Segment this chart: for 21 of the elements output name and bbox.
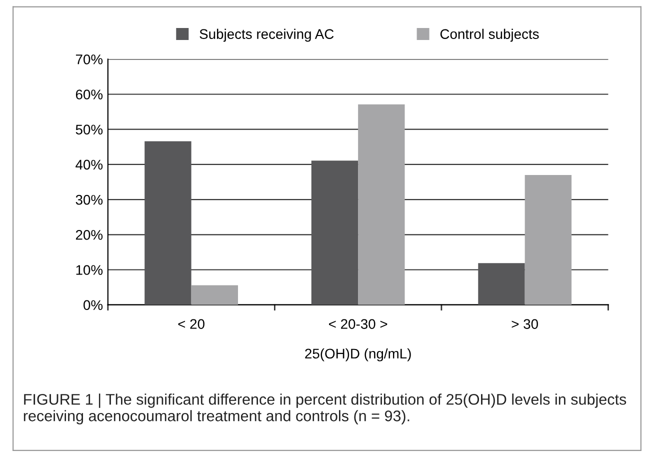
bar [144,141,192,305]
bar [191,285,238,305]
x-tick-label: > 30 [512,319,538,329]
bar [358,104,405,305]
y-tick-label: 10% [76,265,103,275]
caption: FIGURE 1 | The significant difference in percent distribution of 25(OH)D levels in subjects receiving acenocoumarol treatment and controls (n = 93). [24,394,626,424]
bar [311,160,358,305]
x-tick-label: < 20-30 > [329,319,388,329]
y-tick-label: 40% [76,160,103,170]
y-tick-label: 0% [84,300,103,310]
y-tick-label: 70% [76,54,103,64]
y-tick-label: 30% [76,194,103,205]
legend-label: Subjects receiving AC [200,28,334,42]
y-tick-label: 60% [76,90,103,100]
x-tick-label: < 20 [178,319,204,329]
y-tick-label: 20% [76,230,103,240]
y-tick-label: 50% [76,124,103,135]
bar [478,263,525,305]
bar [524,174,572,305]
x-axis-title: 25(OH)D (ng/mL) [305,348,411,362]
legend-label: Control subjects [440,28,539,42]
